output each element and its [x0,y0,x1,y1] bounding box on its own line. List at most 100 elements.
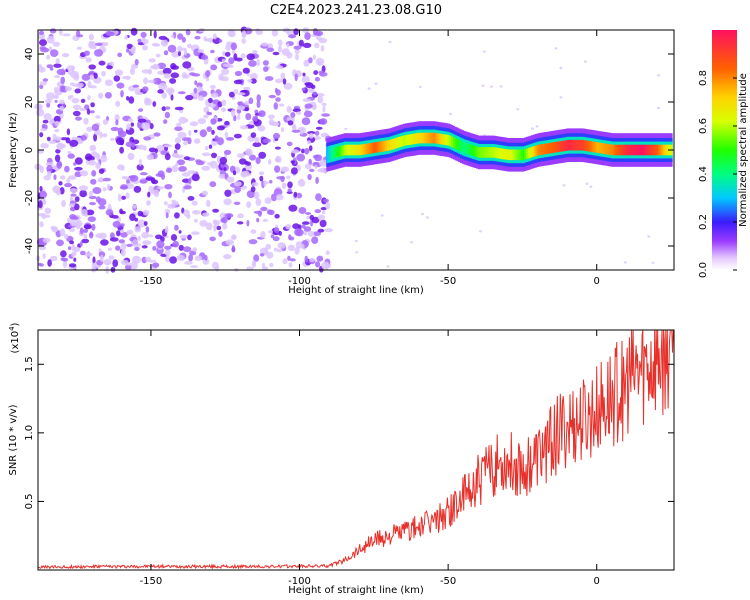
noise-blob [137,38,142,43]
noise-blob [60,250,67,258]
ridge-cell [388,139,391,151]
noise-blob [176,122,182,127]
noise-blob [129,213,136,221]
noise-blob [194,255,202,261]
noise-blob [102,177,112,182]
noise-blob [74,88,81,94]
noise-blob [248,239,258,245]
noise-blob [210,84,216,89]
ridge-cell [647,144,650,156]
noise-blob [322,105,326,113]
noise-blob [286,105,292,113]
noise-blob [107,247,112,251]
noise-blob [210,64,218,71]
ridge-cell [419,132,422,144]
noise-blob [312,161,320,167]
noise-blob [321,113,330,117]
noise-blob [126,123,131,131]
noise-blob [158,82,168,91]
noise-blob [134,58,139,66]
noise-blob [294,49,300,54]
noise-blob [134,226,142,233]
ridge-cell [567,139,570,151]
noise-blob [59,175,66,180]
noise-blob [197,85,202,93]
noise-blob [226,176,235,183]
ridge-cell [545,143,548,154]
ridge-cell [638,144,641,156]
noise-blob [79,185,88,191]
noise-blob [43,175,51,181]
noise-blob [47,259,52,267]
noise-blob [165,87,175,94]
noise-blob [156,240,165,249]
noise-blob [273,102,279,110]
noise-blob [144,97,150,106]
noise-blob [290,160,295,164]
noise-blob [193,129,198,133]
noise-blob [233,133,242,139]
noise-blob [291,167,298,175]
ridge-cell [613,144,616,156]
noise-blob [146,154,154,161]
ridge-cell [479,147,482,158]
x-tick-label: -50 [440,276,456,287]
noise-blob [304,163,312,170]
ridge-cell [616,144,620,156]
noise-blob [39,30,44,35]
ridge-cell [661,144,664,156]
noise-blob [72,110,81,117]
noise-blob [298,39,304,47]
noise-blob [304,32,311,40]
ridge-cell [636,144,639,156]
noise-blob [275,65,283,69]
ridge-cell [631,144,634,156]
noise-blob [88,40,94,49]
noise-blob [324,228,333,233]
noise-blob [238,158,247,165]
noise-blob [79,170,89,177]
noise-blob [188,177,192,184]
noise-blob [98,60,106,66]
ridge-cell [581,139,584,151]
noise-blob [126,229,134,235]
noise-blob [88,159,96,166]
ridge-cell [358,144,361,156]
noise-blob [38,245,47,251]
noise-blob [89,144,97,152]
noise-blob [90,102,95,108]
noise-blob [321,210,326,215]
noise-blob [287,181,293,189]
noise-blob [288,262,293,268]
ridge-cell [568,139,571,151]
noise-blob [181,172,191,177]
noise-blob [219,156,228,165]
ridge-cell [577,139,580,151]
ridge-cell [351,144,354,156]
ridge-cell [640,144,643,156]
noise-blob [316,255,324,262]
noise-blob [257,125,266,132]
noise-blob [46,92,55,100]
ridge-cell [427,132,431,144]
noise-blob [203,106,209,113]
noise-blob [142,86,149,93]
noise-blob [56,142,64,151]
noise-blob [164,184,173,190]
noise-blob [147,68,152,75]
noise-blob [162,67,172,75]
noise-blob [240,171,248,178]
noise-blob [210,49,215,54]
noise-blob [39,81,48,86]
noise-blob [72,104,82,111]
ridge-cell [604,143,607,155]
noise-blob [275,78,283,84]
noise-blob [137,235,141,242]
noise-blob [210,118,217,125]
ridge-cell [538,144,541,156]
noise-blob [213,224,217,232]
noise-blob [160,39,169,47]
ridge-cell [658,144,661,156]
noise-blob [37,149,44,154]
noise-blob [192,210,201,215]
